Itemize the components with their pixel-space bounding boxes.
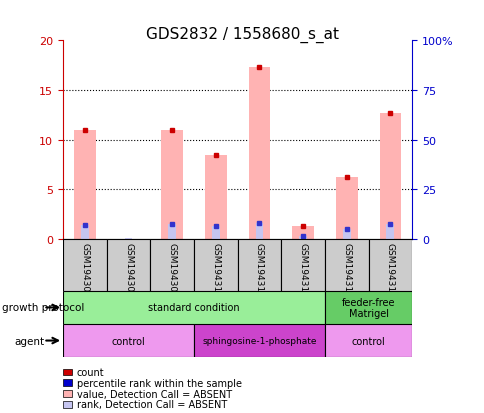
Text: agent: agent — [15, 336, 45, 346]
Bar — [248, 68, 270, 240]
Bar — [335, 177, 357, 240]
Text: count: count — [76, 367, 104, 377]
Text: percentile rank within the sample: percentile rank within the sample — [76, 378, 241, 388]
Bar — [81, 225, 89, 240]
Text: GDS2832 / 1558680_s_at: GDS2832 / 1558680_s_at — [146, 27, 338, 43]
Bar — [378, 114, 400, 240]
FancyBboxPatch shape — [324, 324, 411, 357]
Text: growth protocol: growth protocol — [2, 303, 85, 313]
Text: GSM194311: GSM194311 — [255, 242, 263, 297]
FancyBboxPatch shape — [63, 291, 324, 324]
Text: feeder-free
Matrigel: feeder-free Matrigel — [341, 297, 394, 318]
Bar — [63, 380, 72, 386]
Text: GSM194313: GSM194313 — [342, 242, 350, 297]
Text: control: control — [351, 336, 385, 346]
Bar — [63, 390, 72, 397]
Text: GSM194308: GSM194308 — [124, 242, 133, 297]
Bar — [255, 224, 263, 240]
Bar — [63, 369, 72, 375]
Text: sphingosine-1-phosphate: sphingosine-1-phosphate — [202, 336, 316, 345]
Text: standard condition: standard condition — [148, 303, 239, 313]
FancyBboxPatch shape — [150, 240, 194, 291]
FancyBboxPatch shape — [194, 324, 324, 357]
Bar — [161, 131, 182, 240]
FancyBboxPatch shape — [63, 324, 194, 357]
Bar — [212, 227, 219, 240]
FancyBboxPatch shape — [368, 240, 411, 291]
FancyBboxPatch shape — [63, 240, 106, 291]
FancyBboxPatch shape — [324, 240, 368, 291]
Bar — [299, 236, 306, 240]
Text: control: control — [111, 336, 145, 346]
Text: rank, Detection Call = ABSENT: rank, Detection Call = ABSENT — [76, 399, 227, 409]
Text: value, Detection Call = ABSENT: value, Detection Call = ABSENT — [76, 389, 231, 399]
Bar — [63, 401, 72, 408]
Text: GSM194307: GSM194307 — [80, 242, 89, 297]
Text: GSM194310: GSM194310 — [211, 242, 220, 297]
FancyBboxPatch shape — [194, 240, 237, 291]
Bar — [74, 131, 95, 240]
Bar — [291, 227, 313, 240]
Text: GSM194312: GSM194312 — [298, 242, 307, 297]
Bar — [168, 224, 176, 240]
Text: GSM194309: GSM194309 — [167, 242, 176, 297]
Bar — [204, 155, 226, 240]
Bar — [342, 230, 350, 240]
FancyBboxPatch shape — [237, 240, 281, 291]
FancyBboxPatch shape — [281, 240, 324, 291]
FancyBboxPatch shape — [324, 291, 411, 324]
Bar — [386, 225, 393, 240]
Bar — [124, 238, 132, 240]
Text: GSM194314: GSM194314 — [385, 242, 394, 297]
FancyBboxPatch shape — [106, 240, 150, 291]
